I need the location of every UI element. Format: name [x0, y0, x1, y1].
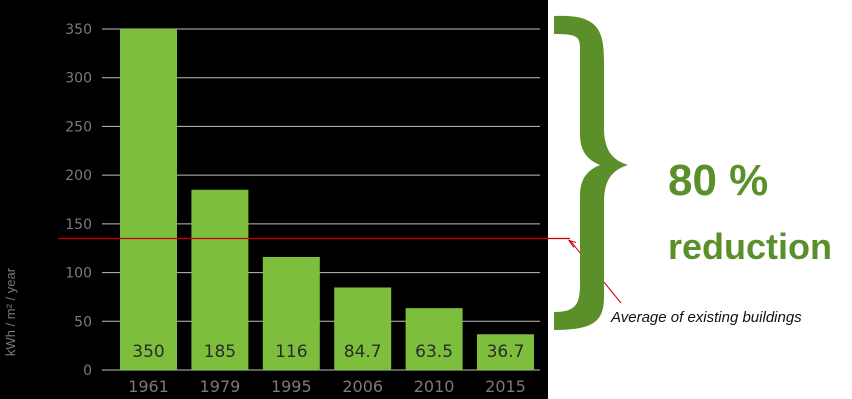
x-tick-label: 2010	[414, 377, 455, 396]
reduction-percent: 80 %	[668, 156, 768, 205]
y-tick-label: 350	[65, 22, 92, 38]
bar-value-label: 36.7	[487, 342, 525, 362]
bar-1995	[262, 256, 320, 370]
y-axis-label: kWh / m² / year	[3, 267, 18, 356]
x-tick-label: 1979	[200, 377, 241, 396]
y-tick-label: 200	[65, 168, 92, 184]
bar-value-label: 84.7	[344, 342, 382, 362]
bar-value-label: 185	[204, 342, 236, 362]
bar-value-label: 63.5	[415, 342, 453, 362]
x-tick-label: 2006	[342, 377, 383, 396]
y-tick-label: 50	[74, 314, 92, 330]
x-tick-label: 2015	[485, 377, 526, 396]
bar-value-labels: 350 185 116 84.7 63.5 36.7	[132, 342, 524, 362]
y-tick-label: 250	[65, 119, 92, 135]
bar-value-label: 116	[275, 342, 307, 362]
bar-value-label: 350	[132, 342, 164, 362]
x-tick-labels: 1961 1979 1995 2006 2010 2015	[128, 377, 526, 396]
x-tick-label: 1995	[271, 377, 312, 396]
reference-annotation: Average of existing buildings	[610, 309, 802, 326]
y-tick-label: 100	[65, 266, 92, 282]
y-tick-label: 150	[65, 217, 92, 233]
x-tick-label: 1961	[128, 377, 169, 396]
bar-2006	[334, 287, 392, 370]
bar-2015	[477, 334, 534, 370]
reference-arrowhead	[567, 239, 577, 248]
y-tick-label: 0	[83, 363, 92, 379]
curly-brace	[554, 15, 628, 330]
bar-1961	[120, 29, 177, 370]
bars	[120, 29, 534, 370]
bar-1979	[191, 189, 249, 370]
reduction-label: reduction	[668, 226, 832, 267]
y-tick-labels: 0 50 100 150 200 250 300 350	[65, 22, 92, 379]
bar-2010	[405, 308, 463, 370]
y-tick-label: 300	[65, 71, 92, 87]
